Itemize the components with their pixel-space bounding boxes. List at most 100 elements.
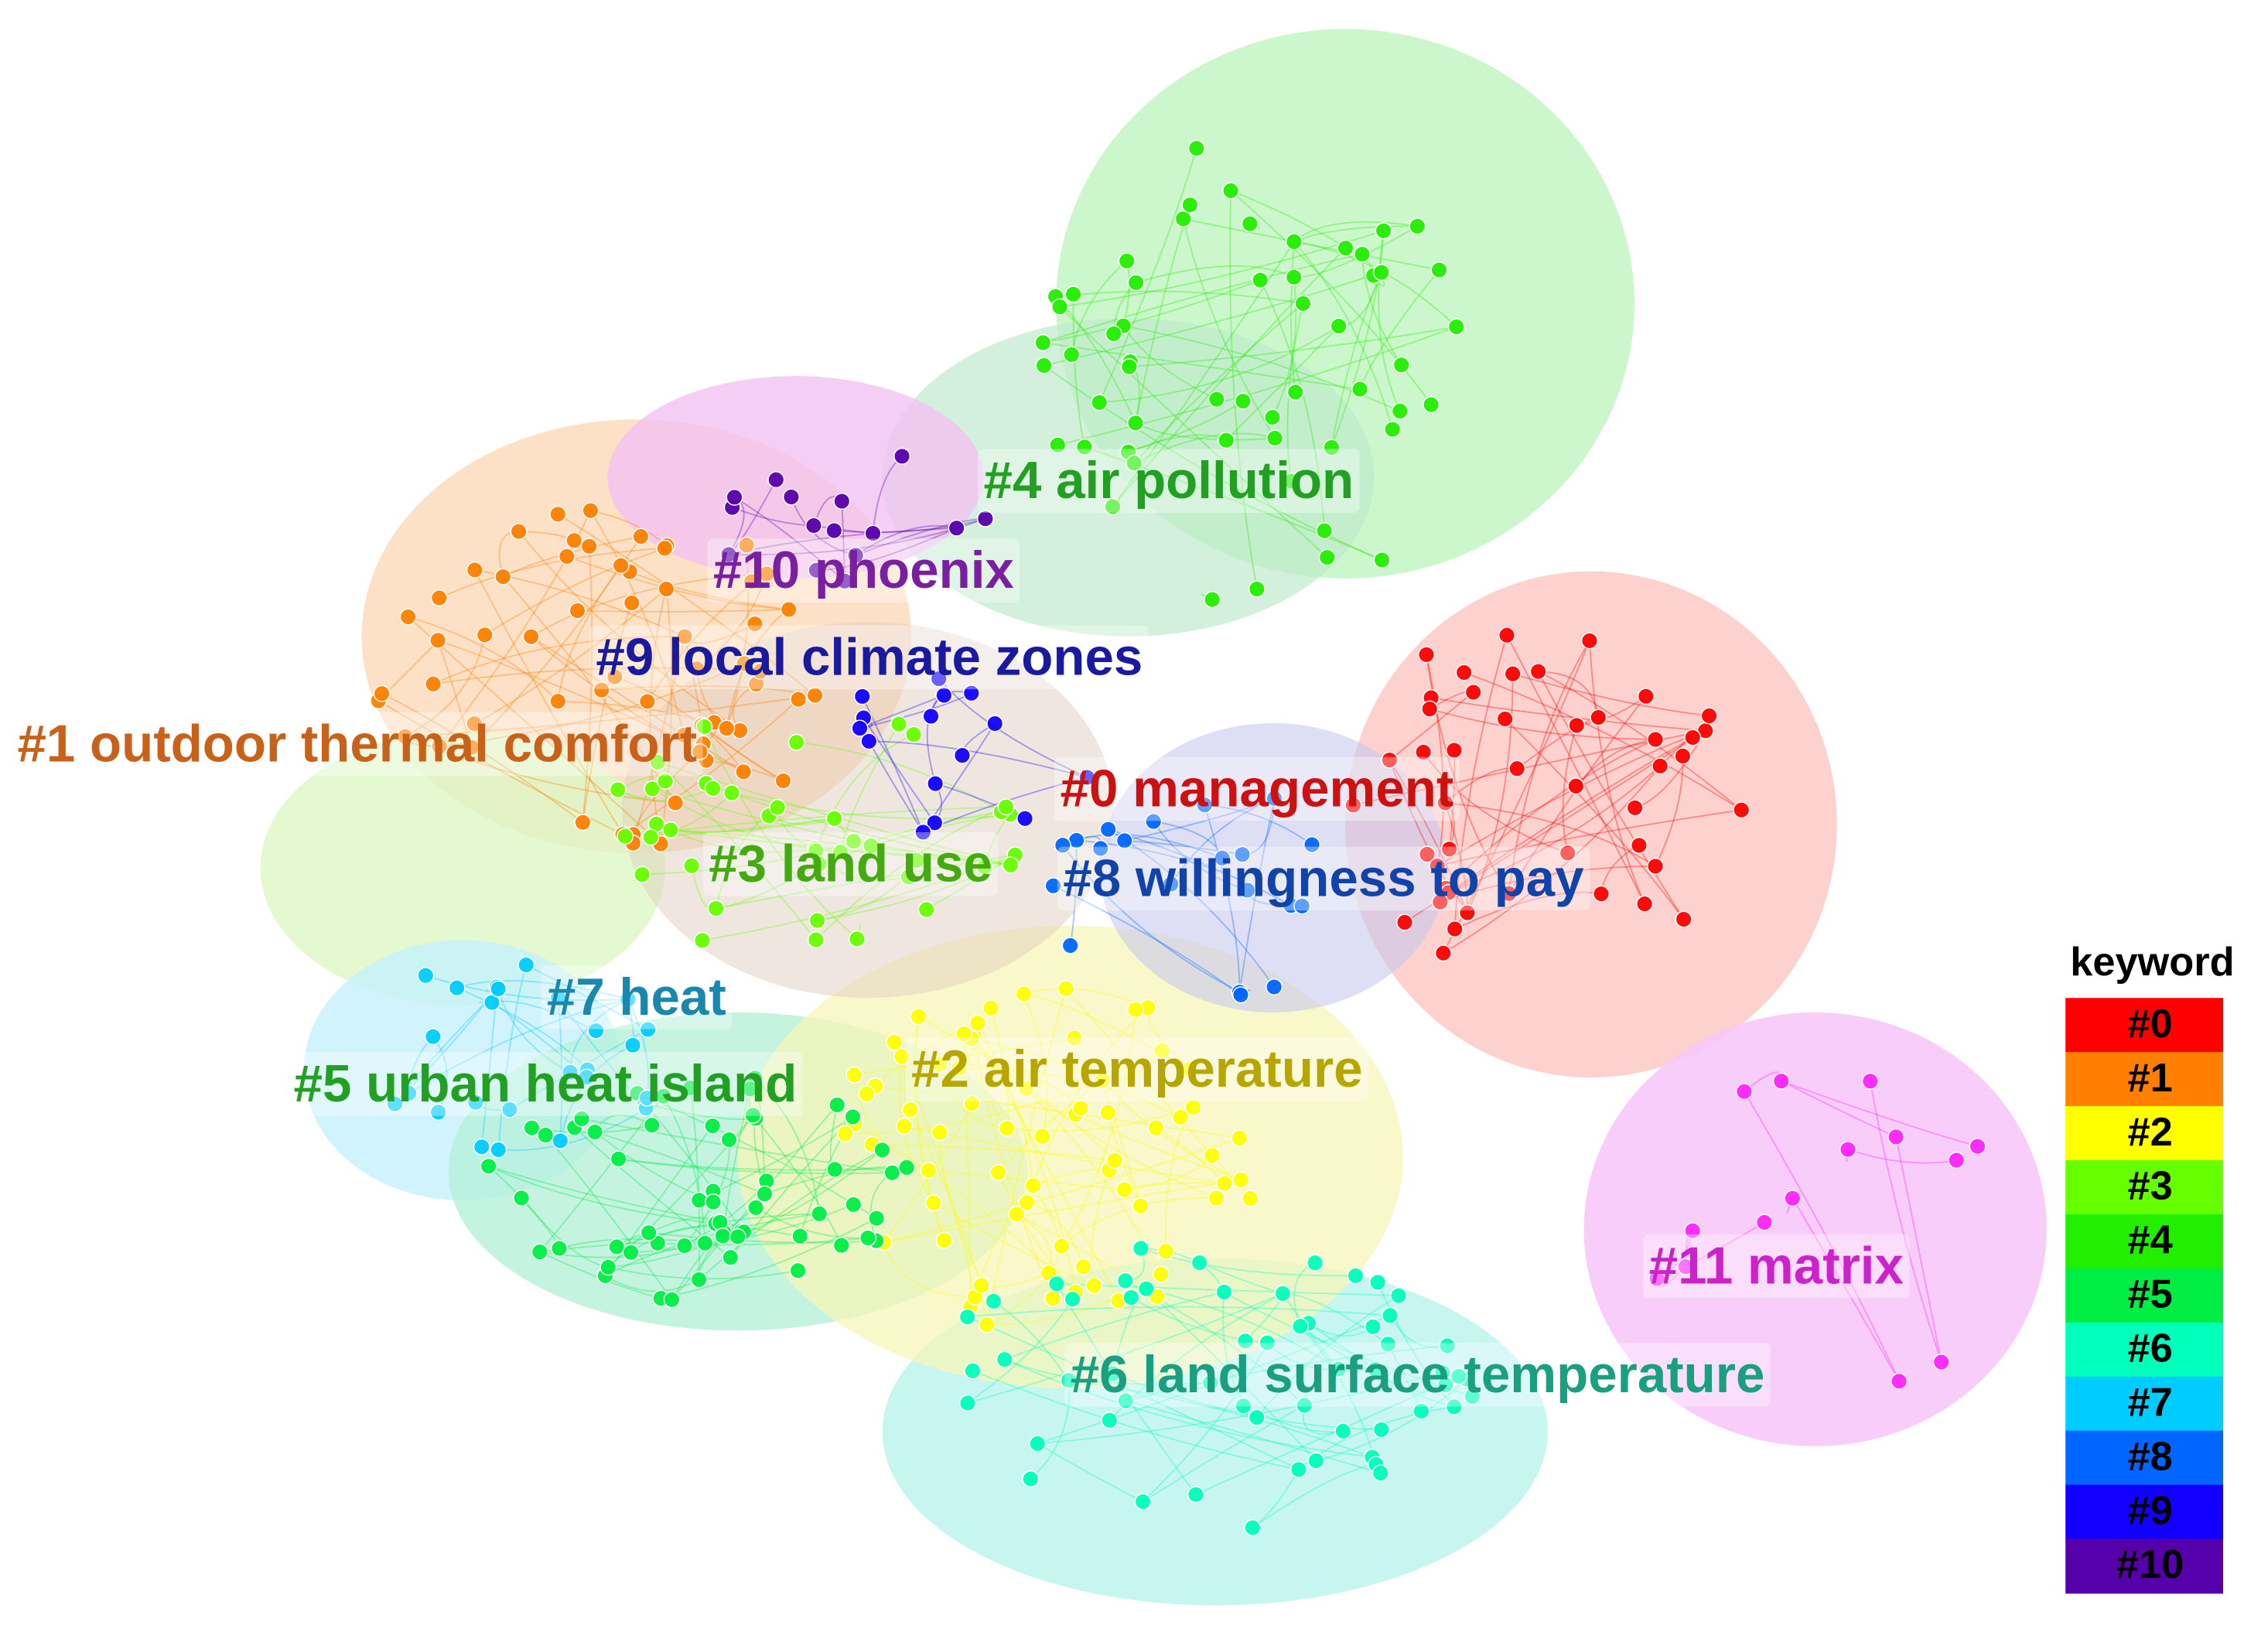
node bbox=[873, 1141, 891, 1159]
edge bbox=[1847, 1149, 1957, 1164]
edge bbox=[1102, 1080, 1142, 1207]
node bbox=[1218, 432, 1235, 449]
label-background bbox=[905, 1037, 1369, 1101]
node bbox=[1289, 1460, 1307, 1478]
node bbox=[1415, 743, 1433, 761]
node bbox=[746, 615, 763, 633]
node bbox=[1231, 1129, 1248, 1147]
node bbox=[860, 732, 878, 750]
node bbox=[914, 823, 932, 841]
node bbox=[997, 798, 1015, 816]
node bbox=[806, 687, 824, 705]
node bbox=[1381, 751, 1399, 769]
edge bbox=[1076, 833, 1223, 859]
cluster-label: #3 land use bbox=[709, 835, 992, 893]
node bbox=[1330, 1361, 1347, 1378]
edge bbox=[1043, 253, 1363, 343]
edge bbox=[405, 695, 815, 738]
node bbox=[582, 502, 599, 520]
node bbox=[1115, 831, 1133, 849]
node bbox=[1017, 1080, 1035, 1098]
node bbox=[656, 539, 674, 557]
edge bbox=[1869, 1081, 1942, 1363]
node bbox=[751, 662, 769, 680]
node bbox=[1201, 1374, 1219, 1391]
node bbox=[1122, 1289, 1140, 1306]
node bbox=[1033, 1128, 1051, 1145]
node bbox=[1153, 1042, 1170, 1060]
label-background bbox=[288, 1052, 803, 1116]
node bbox=[643, 1116, 661, 1134]
node bbox=[1266, 429, 1284, 447]
edge bbox=[627, 999, 650, 1098]
edge bbox=[893, 1042, 976, 1298]
edge bbox=[517, 531, 741, 732]
label-background bbox=[11, 712, 703, 777]
node bbox=[955, 1025, 973, 1043]
node bbox=[780, 600, 798, 619]
edge bbox=[1377, 1282, 1455, 1408]
node bbox=[1464, 1388, 1481, 1405]
node bbox=[400, 1084, 418, 1102]
node bbox=[1232, 1171, 1250, 1189]
node bbox=[1291, 1317, 1310, 1335]
edge bbox=[670, 829, 1011, 866]
edge bbox=[1781, 1080, 1897, 1138]
node bbox=[1285, 268, 1303, 286]
node bbox=[735, 763, 753, 780]
node bbox=[1215, 1283, 1233, 1301]
node bbox=[885, 1033, 903, 1051]
node bbox=[681, 1079, 699, 1097]
node bbox=[989, 1163, 1007, 1182]
edge bbox=[734, 497, 845, 582]
node bbox=[448, 979, 466, 997]
cluster-label: #10 phoenix bbox=[713, 541, 1014, 599]
edge bbox=[1538, 671, 1742, 811]
edge bbox=[883, 1179, 1242, 1244]
edge bbox=[1055, 290, 1303, 305]
edge bbox=[1792, 1197, 1900, 1382]
edge bbox=[662, 1095, 706, 1244]
edge bbox=[648, 1231, 876, 1244]
edge bbox=[1448, 750, 1456, 849]
node bbox=[578, 1068, 596, 1086]
edge bbox=[670, 829, 1011, 866]
node bbox=[927, 775, 944, 793]
edge bbox=[914, 1016, 945, 1241]
edge bbox=[525, 964, 649, 1030]
node bbox=[1063, 346, 1081, 364]
edge bbox=[498, 1108, 647, 1152]
node bbox=[811, 1205, 828, 1223]
legend-label: #4 bbox=[2127, 1218, 2172, 1263]
edge bbox=[657, 761, 817, 941]
edge bbox=[1316, 1378, 1467, 1462]
node bbox=[718, 719, 736, 737]
node bbox=[417, 967, 435, 985]
edge bbox=[1135, 204, 1191, 424]
edge bbox=[617, 787, 713, 801]
node bbox=[373, 685, 391, 702]
edge bbox=[1440, 865, 1656, 903]
node bbox=[1637, 688, 1655, 705]
edge bbox=[910, 1109, 982, 1286]
node bbox=[1022, 1470, 1040, 1488]
edge bbox=[1437, 809, 1742, 867]
edge bbox=[473, 569, 624, 835]
label-background bbox=[1643, 1234, 1910, 1299]
node bbox=[1286, 383, 1304, 401]
node bbox=[644, 780, 661, 797]
edge bbox=[1128, 400, 1244, 453]
edge bbox=[883, 1242, 975, 1298]
node bbox=[1496, 710, 1514, 728]
edge bbox=[1071, 260, 1128, 355]
edge bbox=[703, 726, 858, 940]
node bbox=[714, 1227, 732, 1245]
cluster-area bbox=[622, 622, 1114, 999]
cluster-area bbox=[260, 730, 666, 1005]
edge bbox=[1068, 1379, 1373, 1458]
node bbox=[425, 675, 442, 693]
node bbox=[1458, 904, 1477, 922]
edge bbox=[1290, 241, 1296, 393]
node bbox=[1207, 391, 1225, 408]
node bbox=[1054, 836, 1071, 854]
